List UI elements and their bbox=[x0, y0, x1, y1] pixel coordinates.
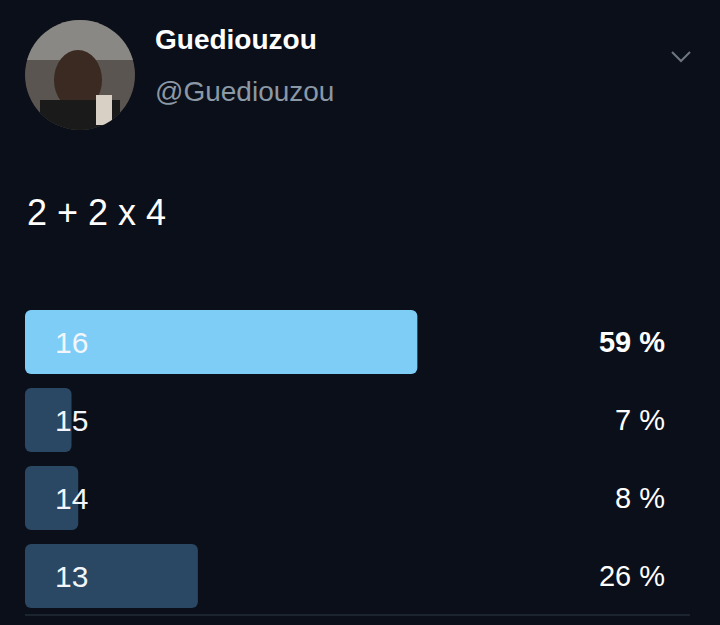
svg-text:16: 16 bbox=[55, 326, 88, 359]
html-text:2 + 2 x 4: 2 + 2 x 4 bbox=[27, 192, 167, 233]
svg-text:13: 13 bbox=[55, 560, 88, 593]
html-text:Guediouzou: Guediouzou bbox=[155, 24, 317, 55]
svg-text:26 %: 26 % bbox=[599, 560, 665, 592]
svg-text:15: 15 bbox=[55, 404, 88, 437]
html-text:@Guediouzou: @Guediouzou bbox=[155, 76, 335, 107]
svg-text:59 %: 59 % bbox=[599, 326, 665, 358]
svg-text:7 %: 7 % bbox=[615, 404, 665, 436]
svg-text:8 %: 8 % bbox=[615, 482, 665, 514]
svg-text:14: 14 bbox=[55, 482, 88, 515]
